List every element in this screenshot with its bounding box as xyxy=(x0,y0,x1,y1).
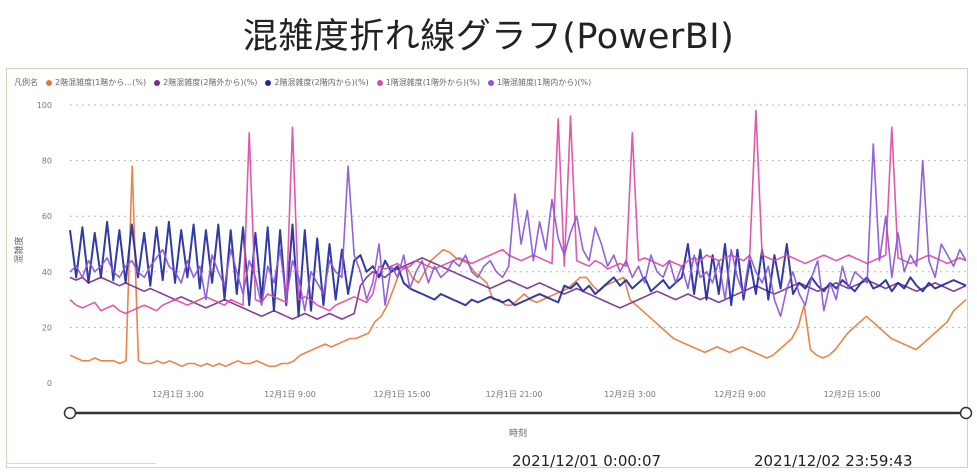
y-tick-label: 80 xyxy=(42,157,52,166)
slider-end-label: 2021/12/02 23:59:43 xyxy=(754,452,913,470)
legend-item-4[interactable]: 1階混雑度(1階外から)(%) xyxy=(376,77,480,88)
legend-dot-icon xyxy=(46,79,52,86)
slider-start-label: 2021/12/01 0:00:07 xyxy=(512,452,662,470)
x-tick-label: 12月1日 15:00 xyxy=(374,390,431,399)
series-line-2 xyxy=(69,257,967,320)
slider-handle-start[interactable] xyxy=(63,406,77,420)
y-tick-label: 40 xyxy=(42,268,52,277)
x-tick-label: 12月2日 15:00 xyxy=(824,390,881,399)
x-tick-label: 12月2日 9:00 xyxy=(714,390,766,399)
slider-handle-end[interactable] xyxy=(959,406,973,420)
x-axis-label: 時刻 xyxy=(509,427,527,439)
legend-item-3[interactable]: 2階混雑度(2階内から)(%) xyxy=(265,77,369,88)
legend-item-label: 2階混雑度(2階外から)(%) xyxy=(163,78,258,87)
series-line-5 xyxy=(69,143,967,318)
legend-item-label: 2階混雑度(2階内から)(%) xyxy=(274,78,369,87)
legend-item-label: 1階混雑度(1階外から)(%) xyxy=(385,78,480,87)
y-tick-label: 60 xyxy=(42,212,52,221)
legend-dot-icon xyxy=(154,79,161,86)
legend-item-1[interactable]: 2階混雑度(1階から…(%) xyxy=(46,77,146,88)
x-tick-label: 12月2日 3:00 xyxy=(604,390,656,399)
series-line-3 xyxy=(69,220,967,318)
page-title: 混雑度折れ線グラフ(PowerBI) xyxy=(242,17,735,57)
legend-item-2[interactable]: 2階混雑度(2階外から)(%) xyxy=(154,77,257,88)
x-tick-label: 12月1日 9:00 xyxy=(264,390,316,399)
chart-frame xyxy=(6,68,968,468)
legend-item-5[interactable]: 1階混雑度(1階内から)(%) xyxy=(487,77,592,88)
y-tick-label: 20 xyxy=(42,323,52,332)
legend-dot-icon xyxy=(376,79,383,86)
report-tab-strip xyxy=(6,463,156,475)
legend-dot-icon xyxy=(487,79,494,86)
chart-legend: 凡例名 2階混雑度(1階から…(%) 2階混雑度(2階外から)(%) 2階混雑度(2… xyxy=(14,77,591,88)
y-tick-label: 0 xyxy=(47,379,52,388)
series-line-4 xyxy=(69,109,967,315)
legend-dot-icon xyxy=(265,79,272,86)
y-tick-label: 100 xyxy=(37,101,52,110)
legend-item-label: 2階混雑度(1階から…(%) xyxy=(55,78,147,87)
x-tick-label: 12月1日 3:00 xyxy=(152,390,204,399)
legend-item-label: 1階混雑度(1階内から)(%) xyxy=(496,78,592,87)
legend-heading: 凡例名 xyxy=(14,78,38,87)
series-line-1 xyxy=(69,165,967,368)
y-axis-label: 混雑度 xyxy=(13,236,25,263)
x-tick-label: 12月1日 21:00 xyxy=(486,390,543,399)
